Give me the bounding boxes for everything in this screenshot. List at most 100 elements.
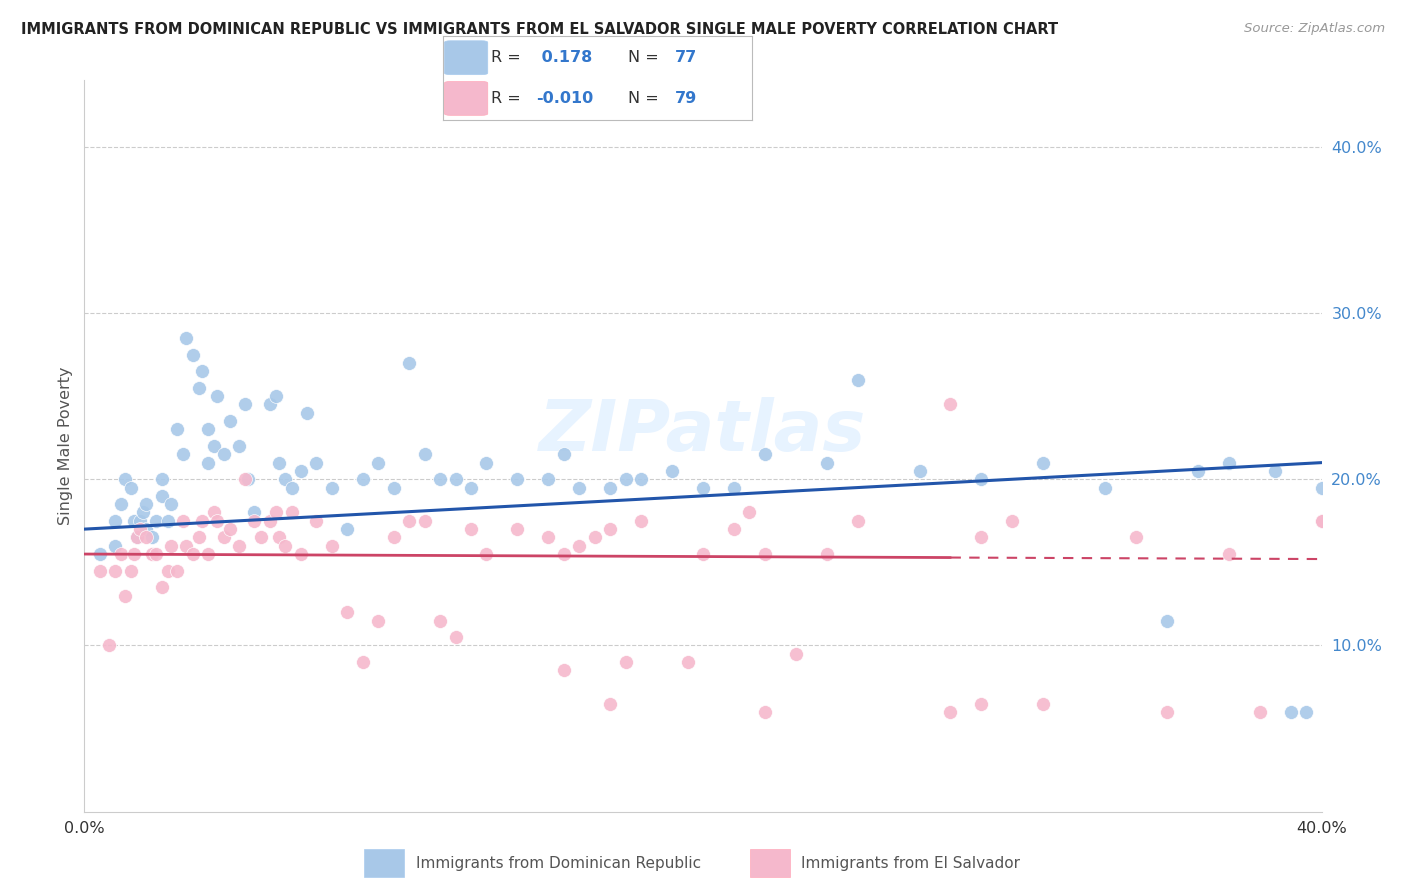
Point [114,589,136,603]
Text: ZIPatlas: ZIPatlas [540,397,866,466]
Point [815,547,838,561]
Point [156,514,179,528]
Point [187,381,209,395]
Point [264,389,287,403]
Point [104,539,127,553]
Point [1295,705,1317,719]
Point [129,514,152,528]
Point [89,564,111,578]
Point [1218,456,1240,470]
Point [243,506,266,520]
Point [599,522,621,536]
Point [1001,514,1024,528]
Point [129,522,152,536]
Point [207,514,229,528]
Point [150,472,173,486]
Point [661,464,683,478]
Point [132,506,155,520]
Point [135,530,157,544]
Point [1187,464,1209,478]
Point [723,481,745,495]
Point [444,630,467,644]
Point [1032,456,1054,470]
Point [202,506,225,520]
Point [413,447,436,461]
Point [274,539,297,553]
Point [290,464,312,478]
Point [295,406,318,420]
Point [1264,464,1286,478]
Point [197,547,219,561]
Text: Source: ZipAtlas.com: Source: ZipAtlas.com [1244,22,1385,36]
Point [583,530,606,544]
Point [599,697,621,711]
Point [1279,705,1302,719]
Point [145,514,167,528]
Point [382,530,405,544]
Point [181,547,204,561]
Point [120,564,142,578]
Point [1032,697,1054,711]
Point [305,514,328,528]
Point [599,481,621,495]
Point [785,647,807,661]
Point [122,547,145,561]
Point [176,331,198,345]
Point [568,539,591,553]
Point [321,481,343,495]
Point [321,539,343,553]
Point [939,705,962,719]
Point [429,614,451,628]
Point [970,472,993,486]
Point [692,481,714,495]
Point [172,447,194,461]
Point [125,530,148,544]
Point [238,472,260,486]
Point [269,456,291,470]
Text: R =: R = [491,50,526,65]
Point [156,564,179,578]
Point [367,614,389,628]
Point [614,472,637,486]
Point [176,539,198,553]
Point [553,447,575,461]
Point [166,422,188,436]
Point [506,522,529,536]
Point [280,506,302,520]
Point [630,514,652,528]
Text: 0.178: 0.178 [536,50,592,65]
Text: IMMIGRANTS FROM DOMINICAN REPUBLIC VS IMMIGRANTS FROM EL SALVADOR SINGLE MALE PO: IMMIGRANTS FROM DOMINICAN REPUBLIC VS IM… [21,22,1059,37]
Point [738,506,761,520]
Text: N =: N = [628,91,665,106]
Text: Immigrants from Dominican Republic: Immigrants from Dominican Republic [416,855,700,871]
Text: 79: 79 [675,91,697,106]
Point [243,514,266,528]
Point [228,539,250,553]
Point [537,472,560,486]
Point [259,514,281,528]
Point [125,530,148,544]
Point [1125,530,1147,544]
Point [110,547,132,561]
Point [202,439,225,453]
Point [181,347,204,362]
Bar [364,849,404,877]
Point [269,530,291,544]
Point [207,389,229,403]
Point [218,414,240,428]
Point [249,530,271,544]
Point [939,397,962,411]
Point [305,456,328,470]
Point [336,522,359,536]
Bar [751,849,790,877]
Point [970,530,993,544]
Point [1249,705,1271,719]
Point [141,530,163,544]
Point [336,605,359,619]
Point [135,497,157,511]
Point [614,655,637,669]
Point [264,506,287,520]
Point [754,547,776,561]
Point [506,472,529,486]
Point [1310,481,1333,495]
